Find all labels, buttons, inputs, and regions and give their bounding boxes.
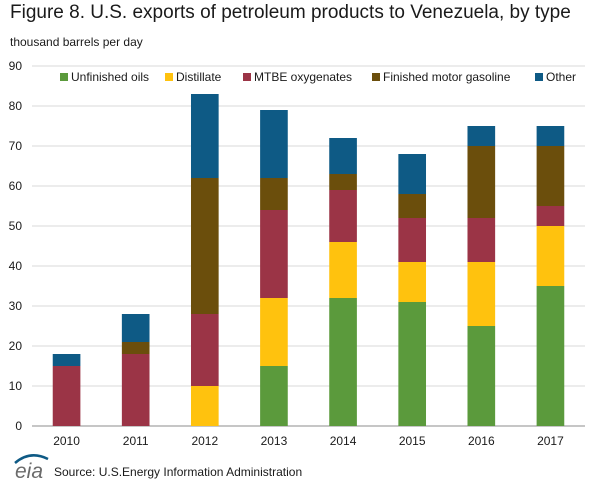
legend-swatch bbox=[165, 73, 173, 81]
bar-segment bbox=[121, 314, 150, 342]
footer: eia Source: U.S.Energy Information Admin… bbox=[8, 452, 588, 485]
bar-segment bbox=[398, 262, 427, 302]
chart-title: Figure 8. U.S. exports of petroleum prod… bbox=[10, 2, 571, 23]
x-axis-ticks: 2010 2011 2012 2013 2014 2015 2016 2017 bbox=[53, 434, 564, 448]
legend-label: Unfinished oils bbox=[71, 70, 149, 84]
bar-segment bbox=[260, 178, 288, 210]
eia-logo-text: eia bbox=[15, 460, 43, 480]
bar-segment bbox=[190, 314, 219, 386]
y-axis-ticks: 0 10 20 30 40 50 60 70 80 90 bbox=[9, 59, 23, 433]
legend-swatch bbox=[535, 73, 543, 81]
y-tick-label: 0 bbox=[15, 419, 22, 433]
y-tick-label: 40 bbox=[9, 259, 23, 273]
y-tick-label: 10 bbox=[9, 379, 23, 393]
y-tick-label: 80 bbox=[9, 99, 23, 113]
legend-label: Finished motor gasoline bbox=[383, 70, 511, 84]
bar-segment bbox=[467, 218, 496, 262]
bar-segment bbox=[467, 262, 496, 326]
source-note: Source: U.S.Energy Information Administr… bbox=[54, 465, 303, 479]
bar-segment bbox=[398, 154, 427, 194]
x-tick-label: 2014 bbox=[330, 434, 357, 448]
legend: Unfinished oils Distillate MTBE oxygenates… bbox=[60, 70, 576, 84]
bar-segment bbox=[329, 242, 357, 298]
eia-logo: eia bbox=[12, 452, 52, 485]
x-tick-label: 2011 bbox=[123, 434, 149, 448]
bar-segment bbox=[329, 298, 357, 426]
y-tick-label: 90 bbox=[9, 59, 23, 73]
bar-segment bbox=[329, 138, 357, 174]
bar-segment bbox=[260, 366, 288, 426]
legend-label: Distillate bbox=[176, 70, 222, 84]
bar-segment bbox=[121, 342, 150, 354]
bar-segment bbox=[398, 194, 427, 218]
bar-segment bbox=[190, 178, 219, 314]
bar-segment bbox=[536, 286, 565, 426]
bar-segment bbox=[398, 302, 427, 426]
legend-swatch bbox=[372, 73, 380, 81]
bar-segment bbox=[398, 218, 427, 262]
bar-segment bbox=[467, 146, 496, 218]
bar-segment bbox=[52, 366, 81, 426]
y-tick-label: 20 bbox=[9, 339, 23, 353]
bar-segment bbox=[260, 110, 288, 178]
bar-segment bbox=[329, 174, 357, 190]
legend-label: Other bbox=[546, 70, 576, 84]
x-tick-label: 2015 bbox=[399, 434, 426, 448]
bar-segment bbox=[329, 190, 357, 242]
bars bbox=[52, 94, 565, 426]
stacked-bar-chart: 0 10 20 30 40 50 60 70 80 90 2010 2011 2012 2013 2014… bbox=[9, 59, 585, 448]
legend-swatch bbox=[60, 73, 68, 81]
bar-segment bbox=[536, 126, 565, 146]
legend-swatch bbox=[243, 73, 251, 81]
y-axis-unit: thousand barrels per day bbox=[10, 35, 143, 49]
y-tick-label: 50 bbox=[9, 219, 23, 233]
bar-segment bbox=[467, 126, 496, 146]
bar-segment bbox=[190, 386, 219, 426]
bar-segment bbox=[190, 94, 219, 178]
x-tick-label: 2013 bbox=[261, 434, 288, 448]
y-tick-label: 30 bbox=[9, 299, 23, 313]
legend-label: MTBE oxygenates bbox=[254, 70, 352, 84]
x-tick-label: 2012 bbox=[191, 434, 218, 448]
bar-segment bbox=[121, 354, 150, 426]
x-tick-label: 2017 bbox=[537, 434, 564, 448]
bar-segment bbox=[536, 146, 565, 206]
bar-segment bbox=[260, 298, 288, 366]
bar-segment bbox=[536, 226, 565, 286]
y-tick-label: 60 bbox=[9, 179, 23, 193]
bar-segment bbox=[52, 354, 81, 366]
y-tick-label: 70 bbox=[9, 139, 23, 153]
x-tick-label: 2016 bbox=[468, 434, 495, 448]
bar-segment bbox=[536, 206, 565, 226]
bar-segment bbox=[260, 210, 288, 298]
bar-segment bbox=[467, 326, 496, 426]
x-tick-label: 2010 bbox=[53, 434, 80, 448]
gridlines bbox=[32, 65, 585, 427]
